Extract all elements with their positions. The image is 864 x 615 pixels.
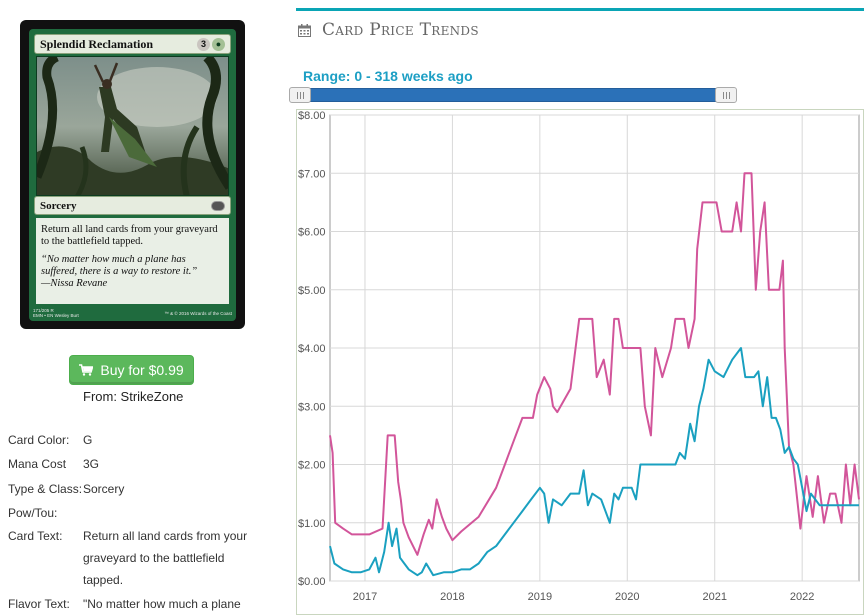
x-tick-label: 2021 (702, 591, 726, 603)
detail-label: Type & Class: (8, 482, 83, 496)
x-tick-label: 2018 (440, 591, 464, 603)
chart-frame (296, 109, 864, 615)
trends-title: Card Price Trends (322, 20, 479, 40)
x-tick-label: 2017 (353, 591, 377, 603)
card-flavor-attribution: —Nissa Revane (41, 278, 108, 290)
buy-vendor: From: StrikeZone (83, 389, 184, 404)
card-text-box: Return all land cards from your graveyar… (36, 218, 229, 304)
trends-divider (296, 8, 864, 11)
generic-mana-symbol: 3 (197, 37, 210, 51)
card-set-code: EMN • EN (33, 313, 54, 318)
y-tick-label: $8.00 (298, 110, 326, 122)
set-symbol-icon (211, 200, 225, 211)
card-title-bar: Splendid Reclamation 3 ● (34, 34, 231, 54)
detail-label: Pow/Tou: (8, 506, 58, 520)
y-tick-label: $2.00 (298, 460, 326, 472)
mana-cost: 3 ● (197, 37, 225, 51)
card-footer: 171/205 R EMN • EN Wesley Burt ™ & © 201… (33, 308, 232, 318)
range-slider-handle-start[interactable] (289, 87, 311, 103)
card-type-bar: Sorcery (34, 196, 231, 215)
y-tick-label: $7.00 (298, 168, 326, 180)
detail-value: 3G (83, 457, 100, 471)
card-collector-number: 171/205 R (33, 308, 54, 313)
detail-label: Mana Cost (8, 457, 67, 471)
range-label: Range: 0 - 318 weeks ago (303, 68, 473, 84)
y-tick-label: $1.00 (298, 518, 326, 530)
card-rules-text: Return all land cards from your graveyar… (41, 224, 218, 248)
y-tick-label: $0.00 (298, 576, 326, 588)
trends-header: Card Price Trends (298, 19, 479, 41)
x-tick-label: 2022 (790, 591, 814, 603)
green-mana-icon: ● (212, 37, 225, 51)
card-collector-info: 171/205 R EMN • EN Wesley Burt (33, 308, 79, 318)
card-copyright: ™ & © 2016 Wizards of the Coast (164, 310, 232, 316)
x-tick-label: 2019 (528, 591, 552, 603)
price-series-line-1 (329, 172, 860, 556)
buy-button-label: Buy for $0.99 (100, 362, 184, 378)
buy-button[interactable]: Buy for $0.99 (69, 355, 194, 385)
detail-label: Card Color: (8, 433, 70, 447)
y-tick-label: $4.00 (298, 343, 326, 355)
card-flavor-text: “No matter how much a plane has suffered… (41, 254, 198, 278)
card-type-line: Sorcery (40, 199, 77, 212)
y-tick-label: $6.00 (298, 227, 326, 239)
x-tick-label: 2020 (615, 591, 639, 603)
shopping-cart-icon (79, 364, 94, 376)
detail-value: "No matter how much a plane (83, 597, 241, 611)
detail-label: Flavor Text: (8, 597, 70, 611)
price-chart: $0.00 $1.00 $2.00 $3.00 $4.00 $5.00 $6.00 $7.00… (296, 109, 864, 615)
card-name: Splendid Reclamation (40, 36, 154, 51)
y-tick-label: $3.00 (298, 401, 326, 413)
y-tick-label: $5.00 (298, 285, 326, 297)
detail-value: G (83, 433, 93, 447)
card-artwork (36, 56, 229, 196)
card-artist: Wesley Burt (54, 313, 79, 318)
calendar-icon (298, 23, 311, 37)
range-slider-track[interactable] (296, 88, 730, 102)
range-slider-handle-end[interactable] (715, 87, 737, 103)
card-image[interactable]: Splendid Reclamation 3 ● (20, 20, 245, 329)
detail-label: Card Text: (8, 529, 63, 543)
detail-value: Sorcery (83, 482, 125, 496)
detail-value: Return all land cards from your graveyar… (83, 529, 248, 587)
card-frame: Splendid Reclamation 3 ● (29, 29, 236, 321)
price-series-line-2 (329, 347, 859, 577)
